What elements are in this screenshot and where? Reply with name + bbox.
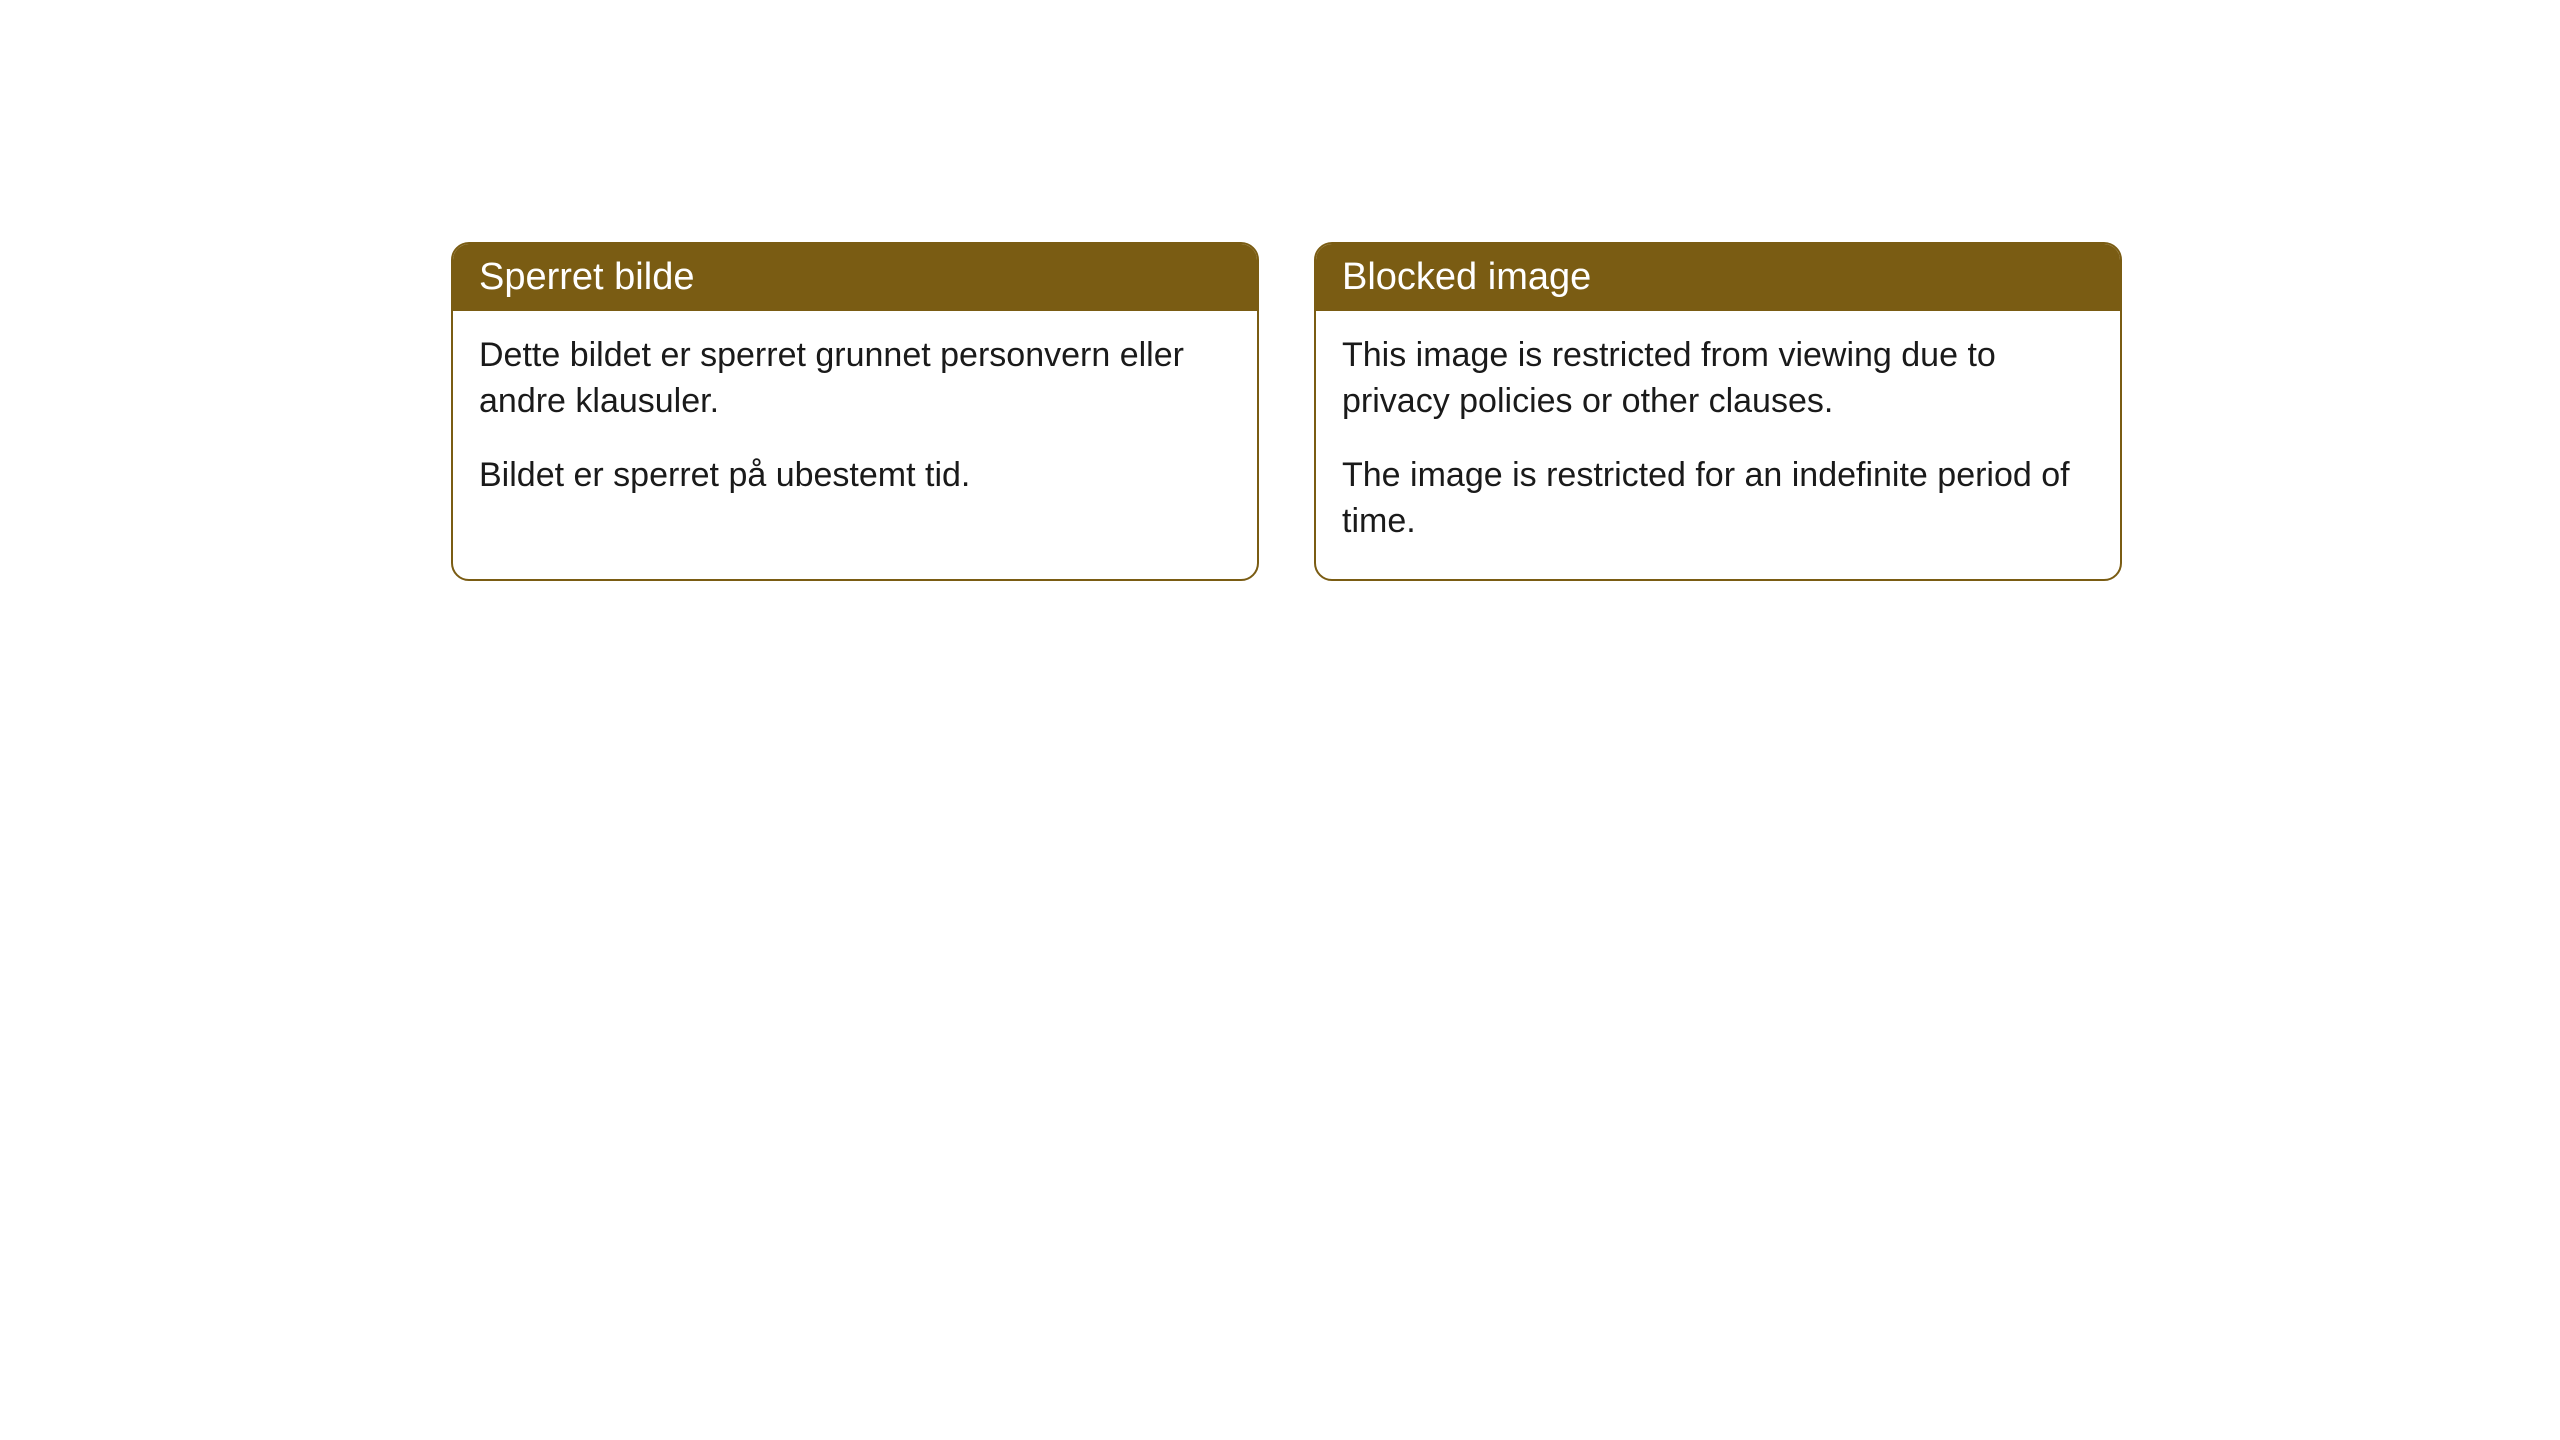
card-header-norwegian: Sperret bilde [453,244,1257,311]
card-title: Blocked image [1342,256,1591,298]
card-paragraph: Dette bildet er sperret grunnet personve… [479,333,1231,425]
card-body-english: This image is restricted from viewing du… [1316,311,2120,579]
card-paragraph: The image is restricted for an indefinit… [1342,453,2094,545]
card-title: Sperret bilde [479,256,694,298]
card-paragraph: Bildet er sperret på ubestemt tid. [479,453,1231,499]
notice-card-english: Blocked image This image is restricted f… [1314,242,2122,581]
card-body-norwegian: Dette bildet er sperret grunnet personve… [453,311,1257,533]
card-paragraph: This image is restricted from viewing du… [1342,333,2094,425]
notice-card-norwegian: Sperret bilde Dette bildet er sperret gr… [451,242,1259,581]
card-header-english: Blocked image [1316,244,2120,311]
notice-container: Sperret bilde Dette bildet er sperret gr… [451,242,2122,581]
